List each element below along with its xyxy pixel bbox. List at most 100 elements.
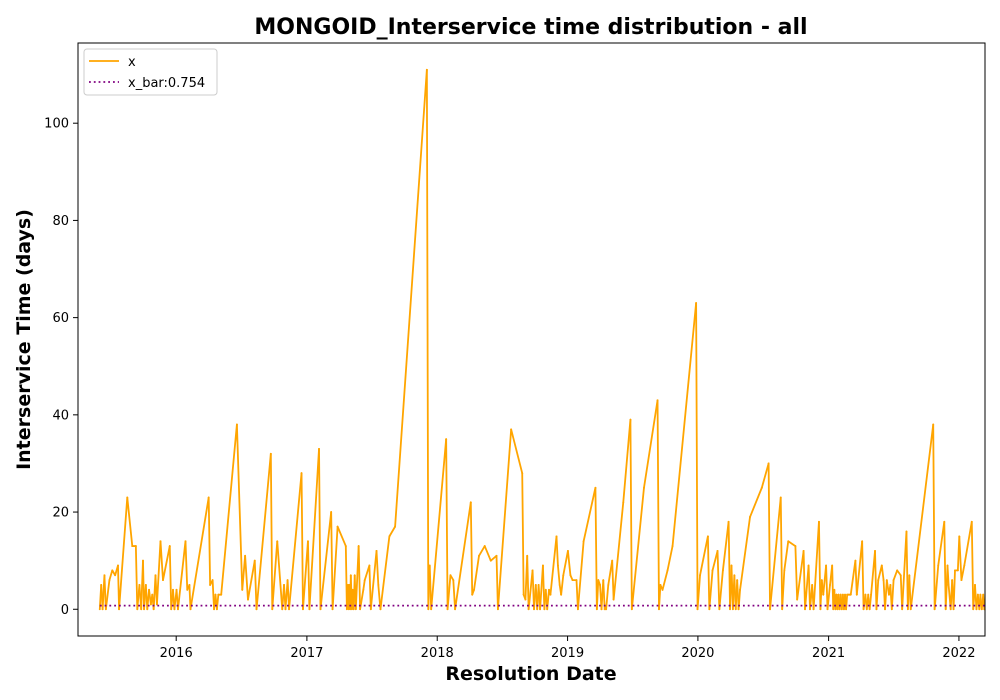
series-x-point	[840, 608, 843, 611]
series-x-point	[534, 584, 537, 586]
series-x-point	[722, 569, 724, 572]
series-x-point	[699, 574, 701, 577]
series-x-segment	[892, 569, 899, 581]
series-x-point	[446, 608, 449, 611]
series-x-point	[734, 608, 737, 611]
series-x-point	[454, 608, 456, 611]
series-x-point	[630, 608, 633, 611]
series-x-segment	[695, 302, 699, 611]
series-x-point	[281, 608, 284, 611]
series-x-point	[605, 608, 608, 611]
series-x-segment	[430, 438, 448, 611]
series-x-segment	[884, 579, 888, 611]
series-x-point	[284, 608, 287, 611]
series-x-point	[354, 608, 357, 611]
series-x-segment	[560, 574, 565, 596]
series-x-point	[571, 579, 574, 581]
series-x-segment	[103, 574, 107, 611]
series-x-point	[348, 584, 351, 586]
series-x-segment	[300, 472, 304, 611]
series-x-point	[603, 608, 606, 611]
series-x-point	[695, 302, 698, 304]
series-x-point	[522, 593, 525, 596]
series-x-segment	[749, 486, 763, 518]
series-x-point	[117, 564, 119, 567]
series-x-segment	[932, 423, 936, 611]
series-x-point	[425, 68, 428, 71]
series-x-point	[388, 535, 391, 538]
series-x-segment	[796, 550, 805, 601]
series-x-point	[159, 540, 162, 543]
series-x-segment	[369, 550, 378, 611]
series-x-point	[427, 608, 430, 611]
series-x-point	[707, 535, 709, 538]
series-x-point	[350, 608, 353, 611]
series-x-point	[976, 593, 979, 596]
series-x-point	[510, 428, 513, 431]
series-x-segment	[577, 540, 585, 611]
series-x-point	[549, 593, 552, 596]
series-x-point	[134, 545, 137, 547]
series-x-segment	[582, 486, 597, 543]
series-x-point	[173, 608, 176, 611]
series-x-segment	[602, 579, 606, 611]
series-x-point	[832, 608, 835, 611]
series-x-segment	[483, 545, 492, 562]
series-x-point	[896, 569, 899, 572]
series-x-segment	[288, 472, 303, 611]
series-x-segment	[388, 525, 396, 538]
series-x-point	[804, 608, 806, 611]
series-x-segment	[661, 569, 669, 591]
chart-title: MONGOID_Interservice time distribution -…	[254, 15, 807, 40]
series-x-point	[544, 588, 547, 591]
series-x-segment	[271, 540, 279, 611]
series-x-point	[838, 608, 841, 611]
series-x-point	[377, 584, 380, 586]
series-x-segment	[933, 564, 940, 611]
series-x-point	[594, 486, 597, 489]
series-x-point	[854, 559, 857, 562]
series-x-point	[607, 584, 610, 586]
series-x-segment	[216, 593, 220, 611]
series-x-segment	[247, 559, 256, 601]
series-x-point	[622, 501, 625, 504]
series-x-point	[214, 593, 217, 596]
x-tick-label: 2019	[551, 646, 584, 661]
series-x-segment	[656, 399, 660, 611]
series-x-point	[318, 447, 320, 450]
series-x-point	[236, 423, 238, 426]
series-x-point	[247, 598, 249, 601]
series-x-point	[142, 559, 144, 562]
series-x-point	[118, 608, 120, 611]
series-x-segment	[845, 593, 849, 611]
series-x-point	[241, 588, 244, 591]
series-x-point	[375, 550, 378, 552]
series-x-point	[890, 608, 893, 611]
series-x-point	[136, 608, 139, 611]
series-x-segment	[159, 540, 164, 581]
series-x-point	[449, 574, 452, 577]
series-x-segment	[478, 545, 486, 557]
series-x-point	[217, 593, 220, 596]
series-x-segment	[184, 540, 189, 591]
series-x-point	[954, 569, 956, 572]
y-tick-label: 80	[52, 214, 69, 229]
series-x-point	[595, 608, 598, 611]
series-x-point	[885, 579, 888, 581]
series-x-point	[937, 564, 940, 567]
series-x-point	[543, 608, 546, 611]
series-x-segment	[177, 540, 187, 611]
series-x-point	[471, 593, 474, 596]
series-x-point	[861, 540, 864, 543]
series-x-point	[729, 608, 731, 611]
series-x-segment	[767, 462, 771, 611]
series-x-point	[711, 569, 714, 572]
series-x-segment	[302, 540, 309, 611]
series-x-point	[602, 579, 605, 581]
series-x-point	[848, 593, 850, 596]
series-x-point	[831, 564, 834, 567]
series-x-point	[98, 608, 101, 611]
series-x-segment	[445, 438, 449, 611]
series-x-point	[733, 574, 736, 577]
series-x-segment	[722, 520, 730, 572]
